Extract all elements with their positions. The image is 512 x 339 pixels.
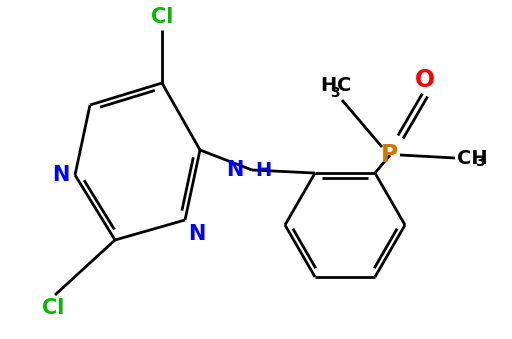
Text: N: N xyxy=(188,224,205,244)
Text: P: P xyxy=(381,143,399,167)
Text: 3: 3 xyxy=(475,155,485,169)
Text: H: H xyxy=(255,160,271,179)
Text: 3: 3 xyxy=(330,86,339,100)
Text: Cl: Cl xyxy=(42,298,64,318)
Text: CH: CH xyxy=(457,148,487,167)
Text: O: O xyxy=(415,68,435,92)
Text: Cl: Cl xyxy=(151,7,173,27)
Text: N: N xyxy=(227,160,244,180)
Text: H: H xyxy=(320,76,336,95)
Text: C: C xyxy=(337,76,351,95)
Text: N: N xyxy=(53,165,70,185)
